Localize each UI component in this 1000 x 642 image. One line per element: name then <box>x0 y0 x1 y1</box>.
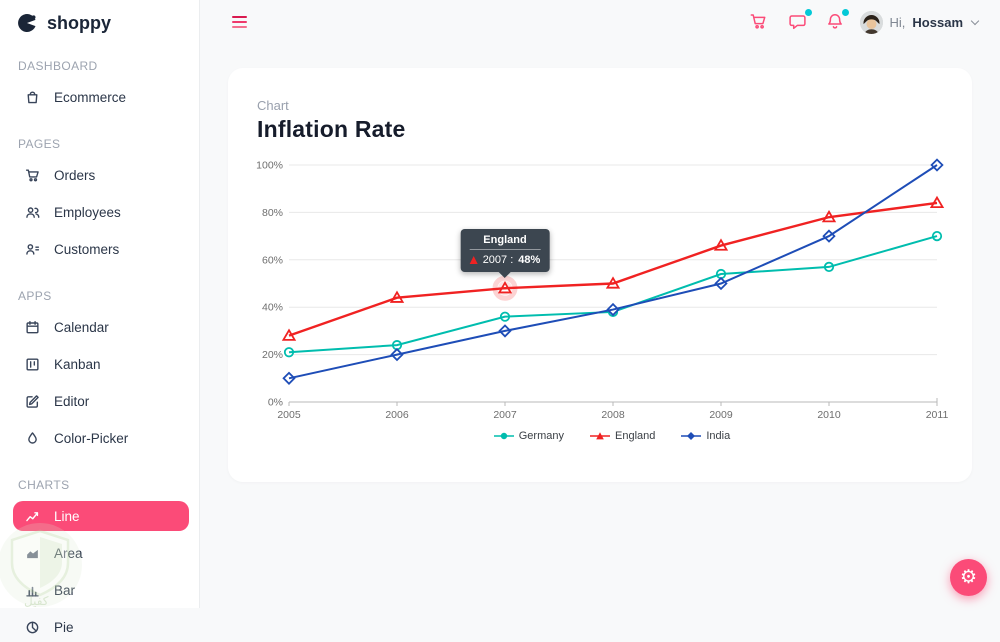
user-profile-button[interactable]: Hi, Hossam <box>859 10 980 34</box>
series-germany[interactable] <box>283 231 943 358</box>
hamburger-icon[interactable] <box>230 11 249 33</box>
section-title-apps: APPS <box>18 289 52 303</box>
sidebar-item-editor[interactable]: Editor <box>13 386 189 416</box>
svg-text:2006: 2006 <box>385 409 409 421</box>
x-axis: 2005 2006 2007 2008 2009 2010 2011 <box>277 398 948 421</box>
app-logo[interactable]: shoppy <box>0 0 199 34</box>
chart-legend: Germany England India <box>248 430 952 442</box>
chevron-down-icon <box>970 16 980 25</box>
section-title-charts: CHARTS <box>18 478 70 492</box>
legend-item-england[interactable]: England <box>590 430 655 442</box>
gear-icon: ⚙ <box>959 567 978 588</box>
editor-icon <box>25 394 40 409</box>
circle-legend-marker-icon <box>493 432 514 440</box>
sidebar-item-area[interactable]: Area <box>13 538 189 568</box>
chart-card: Chart Inflation Rate 0% 20% 40% 60% 80% 100% 2… <box>228 68 972 482</box>
section-title-pages: PAGES <box>18 137 61 151</box>
avatar <box>859 10 883 34</box>
chat-icon[interactable] <box>785 9 812 34</box>
shoppy-logo-icon <box>16 12 38 34</box>
main-content: Hi, Hossam Chart Inflation Rate 0% 20% 40%… <box>200 0 1000 608</box>
triangle-legend-marker-icon <box>590 432 610 440</box>
notification-dot <box>841 9 849 16</box>
kanban-icon <box>25 357 40 372</box>
app-logo-text: shoppy <box>47 12 112 33</box>
sidebar-item-bar[interactable]: Bar <box>13 575 189 605</box>
sidebar-item-customers[interactable]: Customers <box>13 234 189 264</box>
pie-chart-icon <box>25 620 40 635</box>
sidebar: shoppy DASHBOARD Ecommerce PAGES Orders … <box>0 0 200 635</box>
svg-text:60%: 60% <box>262 254 283 266</box>
svg-text:2007: 2007 <box>493 409 517 421</box>
line-chart-icon <box>25 509 40 524</box>
sidebar-item-orders[interactable]: Orders <box>13 160 189 190</box>
bell-icon[interactable] <box>823 9 849 34</box>
cart-icon[interactable] <box>747 10 772 34</box>
svg-text:100%: 100% <box>256 160 283 172</box>
sidebar-item-ecommerce[interactable]: Ecommerce <box>13 82 189 112</box>
settings-button[interactable]: ⚙ <box>950 559 987 596</box>
svg-text:2008: 2008 <box>601 409 625 421</box>
sidebar-item-line[interactable]: Line <box>13 501 189 531</box>
topbar: Hi, Hossam <box>200 0 1000 44</box>
svg-text:2005: 2005 <box>277 409 301 421</box>
line-chart: 0% 20% 40% 60% 80% 100% 2005 2006 2007 2008 2009 20… <box>248 157 952 443</box>
diamond-legend-marker-icon <box>681 432 702 440</box>
shopping-bag-icon <box>25 90 40 105</box>
droplet-icon <box>25 431 40 446</box>
svg-text:2010: 2010 <box>817 409 841 421</box>
sidebar-item-pie[interactable]: Pie <box>13 612 189 642</box>
svg-text:80%: 80% <box>262 207 283 219</box>
svg-text:0%: 0% <box>268 397 283 409</box>
sidebar-item-calendar[interactable]: Calendar <box>13 312 189 342</box>
legend-item-germany[interactable]: Germany <box>493 430 564 442</box>
series-india[interactable] <box>282 158 944 385</box>
cart-icon <box>25 168 40 183</box>
calendar-icon <box>25 320 40 335</box>
employees-icon <box>25 205 40 220</box>
sidebar-item-employees[interactable]: Employees <box>13 197 189 227</box>
inflation-chart-svg[interactable]: 0%20%40%60%80%100%2005 2006 2007 2008 2009 20… <box>248 157 952 421</box>
svg-text:20%: 20% <box>262 349 283 361</box>
bar-chart-icon <box>25 583 40 598</box>
area-chart-icon <box>25 546 40 561</box>
username-text: Hossam <box>912 14 963 30</box>
notification-dot <box>804 9 812 16</box>
svg-text:40%: 40% <box>262 302 283 314</box>
sidebar-item-kanban[interactable]: Kanban <box>13 349 189 379</box>
section-title-dashboard: DASHBOARD <box>18 59 98 73</box>
svg-text:2011: 2011 <box>926 409 949 421</box>
sidebar-item-color-picker[interactable]: Color-Picker <box>13 423 189 453</box>
customers-icon <box>25 242 40 257</box>
card-subtitle: Chart <box>257 98 289 113</box>
svg-text:2009: 2009 <box>709 409 733 421</box>
legend-item-india[interactable]: India <box>681 430 730 442</box>
page-title: Inflation Rate <box>257 116 406 142</box>
series-england[interactable] <box>281 195 945 341</box>
greeting-text: Hi, <box>889 14 906 30</box>
